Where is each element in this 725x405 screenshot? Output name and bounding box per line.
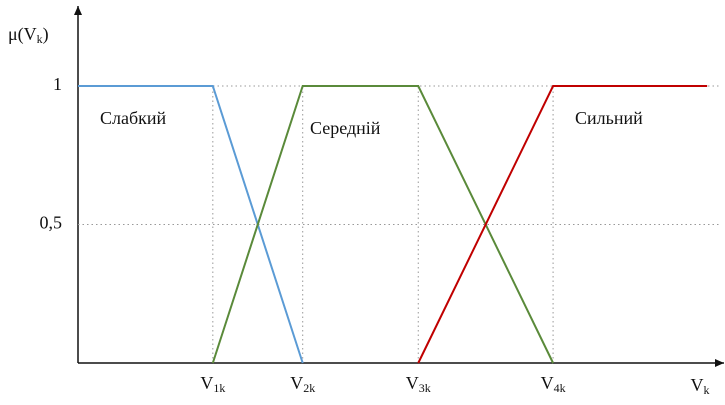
y-tick-label: 1 (53, 74, 62, 94)
y-tick-label: 0,5 (40, 213, 63, 233)
x-tick-label: V4k​ (541, 373, 566, 395)
x-tick-label: V2k​ (290, 373, 315, 395)
series-label: Середній (310, 118, 381, 138)
series-line (78, 85, 304, 364)
series-line (417, 85, 708, 364)
series-label: Слабкий (100, 108, 167, 128)
x-tick-label: V3k​ (406, 373, 431, 395)
series-label: Сильний (575, 108, 643, 128)
x-tick-label: V1k​ (200, 373, 225, 395)
y-axis-label: μ(Vk​) (8, 24, 49, 46)
x-axis-label: Vk​ (691, 375, 710, 397)
